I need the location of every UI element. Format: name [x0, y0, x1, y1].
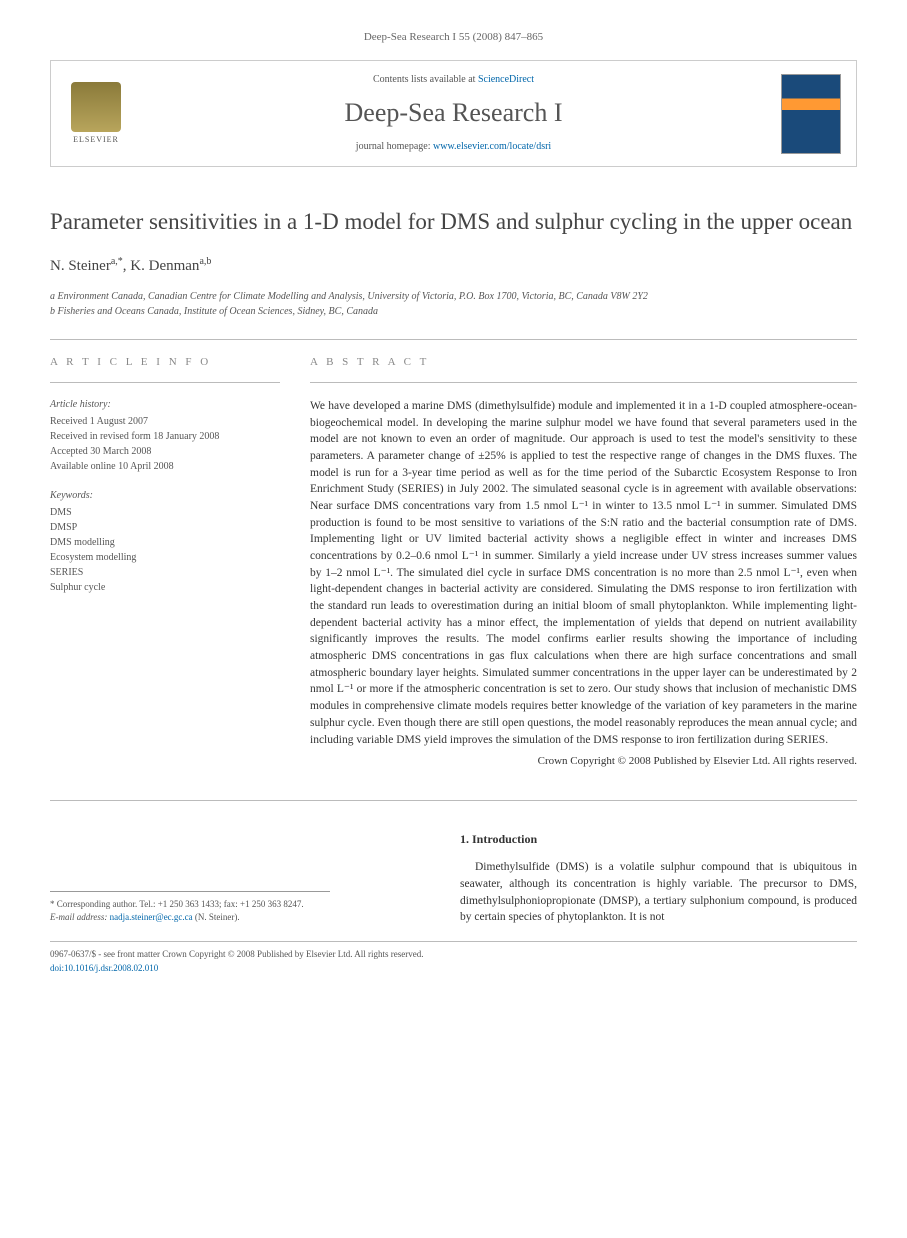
affiliations: a Environment Canada, Canadian Centre fo… — [50, 289, 857, 319]
elsevier-label: ELSEVIER — [73, 134, 119, 145]
keyword: SERIES — [50, 565, 280, 580]
homepage-link[interactable]: www.elsevier.com/locate/dsri — [433, 141, 551, 152]
author-1: N. Steiner — [50, 258, 111, 274]
intro-right-col: 1. Introduction Dimethylsulfide (DMS) is… — [460, 831, 857, 926]
info-abstract-row: A R T I C L E I N F O Article history: R… — [50, 355, 857, 770]
keyword: DMS — [50, 505, 280, 520]
received-date: Received 1 August 2007 — [50, 414, 280, 429]
keyword: Ecosystem modelling — [50, 550, 280, 565]
divider — [50, 800, 857, 801]
keyword: DMSP — [50, 520, 280, 535]
corresponding-author-note: * Corresponding author. Tel.: +1 250 363… — [50, 891, 330, 925]
elsevier-tree-icon — [71, 82, 121, 132]
journal-title: Deep-Sea Research I — [141, 95, 766, 131]
abstract-text: We have developed a marine DMS (dimethyl… — [310, 398, 857, 748]
homepage-prefix: journal homepage: — [356, 141, 433, 152]
divider — [310, 382, 857, 383]
contents-available-line: Contents lists available at ScienceDirec… — [141, 73, 766, 87]
sciencedirect-link[interactable]: ScienceDirect — [478, 74, 534, 85]
keyword: DMS modelling — [50, 535, 280, 550]
history-label: Article history: — [50, 398, 280, 412]
author-2: , K. Denman — [123, 258, 200, 274]
revised-date: Received in revised form 18 January 2008 — [50, 429, 280, 444]
elsevier-logo: ELSEVIER — [66, 79, 126, 149]
intro-heading: 1. Introduction — [460, 831, 857, 848]
affiliation-b: b Fisheries and Oceans Canada, Institute… — [50, 304, 857, 319]
intro-left-col: * Corresponding author. Tel.: +1 250 363… — [50, 831, 430, 926]
divider — [50, 382, 280, 383]
email-label: E-mail address: — [50, 912, 110, 922]
homepage-line: journal homepage: www.elsevier.com/locat… — [141, 140, 766, 154]
email-suffix: (N. Steiner). — [193, 912, 240, 922]
abstract-label: A B S T R A C T — [310, 355, 857, 370]
footer-copyright: 0967-0637/$ - see front matter Crown Cop… — [50, 948, 857, 962]
contents-prefix: Contents lists available at — [373, 74, 478, 85]
article-info-label: A R T I C L E I N F O — [50, 355, 280, 370]
article-history: Received 1 August 2007 Received in revis… — [50, 414, 280, 474]
online-date: Available online 10 April 2008 — [50, 459, 280, 474]
intro-text: Dimethylsulfide (DMS) is a volatile sulp… — [460, 859, 857, 926]
corresp-line: * Corresponding author. Tel.: +1 250 363… — [50, 898, 330, 912]
email-link[interactable]: nadja.steiner@ec.gc.ca — [110, 912, 193, 922]
abstract-copyright: Crown Copyright © 2008 Published by Else… — [310, 754, 857, 769]
abstract-column: A B S T R A C T We have developed a mari… — [310, 355, 857, 770]
article-title: Parameter sensitivities in a 1-D model f… — [50, 207, 857, 237]
intro-row: * Corresponding author. Tel.: +1 250 363… — [50, 831, 857, 926]
affiliation-a: a Environment Canada, Canadian Centre fo… — [50, 289, 857, 304]
author-1-sup: a,* — [111, 256, 123, 267]
authors-line: N. Steinera,*, K. Denmana,b — [50, 255, 857, 277]
header-center: Contents lists available at ScienceDirec… — [141, 73, 766, 153]
doi-link[interactable]: doi:10.1016/j.dsr.2008.02.010 — [50, 963, 158, 973]
footer-info: 0967-0637/$ - see front matter Crown Cop… — [50, 941, 857, 975]
journal-reference: Deep-Sea Research I 55 (2008) 847–865 — [50, 30, 857, 45]
accepted-date: Accepted 30 March 2008 — [50, 444, 280, 459]
keywords-list: DMS DMSP DMS modelling Ecosystem modelli… — [50, 505, 280, 595]
corresp-email-line: E-mail address: nadja.steiner@ec.gc.ca (… — [50, 911, 330, 925]
author-2-sup: a,b — [199, 256, 211, 267]
divider — [50, 339, 857, 340]
keyword: Sulphur cycle — [50, 580, 280, 595]
article-info-column: A R T I C L E I N F O Article history: R… — [50, 355, 280, 770]
keywords-label: Keywords: — [50, 489, 280, 503]
journal-cover-thumbnail — [781, 74, 841, 154]
journal-header-box: ELSEVIER Contents lists available at Sci… — [50, 60, 857, 166]
